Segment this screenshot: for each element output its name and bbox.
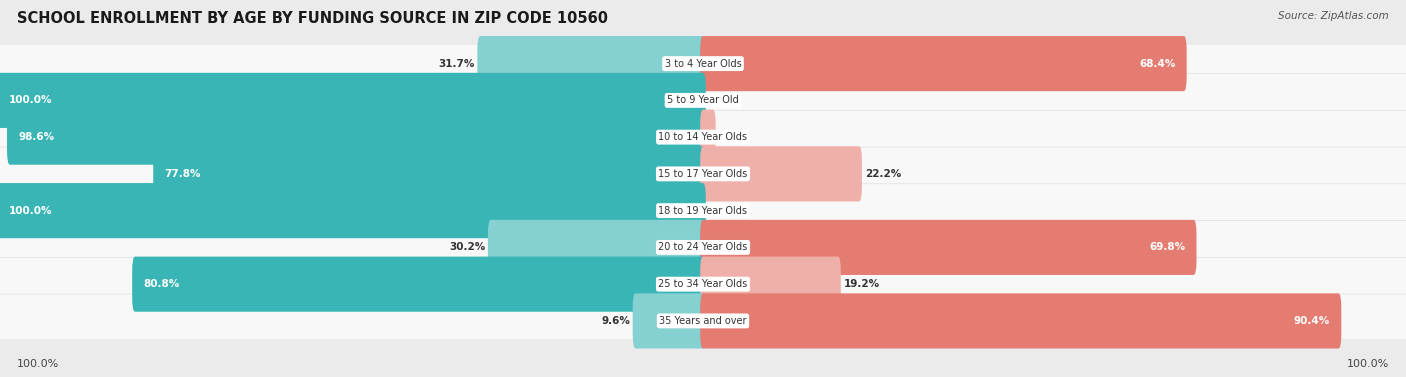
FancyBboxPatch shape	[478, 36, 706, 91]
Text: 9.6%: 9.6%	[600, 316, 630, 326]
Text: 35 Years and over: 35 Years and over	[659, 316, 747, 326]
FancyBboxPatch shape	[0, 257, 1406, 311]
Text: 5 to 9 Year Old: 5 to 9 Year Old	[666, 95, 740, 106]
FancyBboxPatch shape	[0, 147, 1406, 201]
Text: 30.2%: 30.2%	[449, 242, 485, 253]
Legend: Public School, Private School: Public School, Private School	[586, 375, 820, 377]
FancyBboxPatch shape	[700, 146, 862, 201]
Text: 22.2%: 22.2%	[865, 169, 901, 179]
FancyBboxPatch shape	[0, 110, 1406, 164]
Text: 80.8%: 80.8%	[143, 279, 180, 289]
FancyBboxPatch shape	[488, 220, 706, 275]
Text: 90.4%: 90.4%	[1294, 316, 1330, 326]
FancyBboxPatch shape	[7, 110, 706, 165]
Text: 10 to 14 Year Olds: 10 to 14 Year Olds	[658, 132, 748, 142]
FancyBboxPatch shape	[700, 110, 716, 165]
FancyBboxPatch shape	[700, 36, 1187, 91]
FancyBboxPatch shape	[0, 294, 1406, 348]
FancyBboxPatch shape	[633, 293, 706, 348]
Text: 100.0%: 100.0%	[8, 205, 52, 216]
Text: 25 to 34 Year Olds: 25 to 34 Year Olds	[658, 279, 748, 289]
Text: 100.0%: 100.0%	[8, 95, 52, 106]
FancyBboxPatch shape	[0, 221, 1406, 274]
Text: 98.6%: 98.6%	[18, 132, 55, 142]
Text: 100.0%: 100.0%	[1347, 359, 1389, 369]
Text: 68.4%: 68.4%	[1139, 58, 1175, 69]
Text: 77.8%: 77.8%	[165, 169, 201, 179]
FancyBboxPatch shape	[700, 257, 841, 312]
Text: 20 to 24 Year Olds: 20 to 24 Year Olds	[658, 242, 748, 253]
FancyBboxPatch shape	[0, 37, 1406, 90]
FancyBboxPatch shape	[700, 220, 1197, 275]
Text: 31.7%: 31.7%	[439, 58, 475, 69]
FancyBboxPatch shape	[0, 183, 706, 238]
FancyBboxPatch shape	[700, 293, 1341, 348]
Text: 100.0%: 100.0%	[17, 359, 59, 369]
Text: 15 to 17 Year Olds: 15 to 17 Year Olds	[658, 169, 748, 179]
Text: 19.2%: 19.2%	[844, 279, 880, 289]
FancyBboxPatch shape	[153, 146, 706, 201]
Text: 1.4%: 1.4%	[718, 132, 748, 142]
FancyBboxPatch shape	[0, 74, 1406, 127]
FancyBboxPatch shape	[132, 257, 706, 312]
Text: 69.8%: 69.8%	[1149, 242, 1185, 253]
Text: 18 to 19 Year Olds: 18 to 19 Year Olds	[658, 205, 748, 216]
FancyBboxPatch shape	[0, 73, 706, 128]
Text: 3 to 4 Year Olds: 3 to 4 Year Olds	[665, 58, 741, 69]
Text: SCHOOL ENROLLMENT BY AGE BY FUNDING SOURCE IN ZIP CODE 10560: SCHOOL ENROLLMENT BY AGE BY FUNDING SOUR…	[17, 11, 607, 26]
Text: Source: ZipAtlas.com: Source: ZipAtlas.com	[1278, 11, 1389, 21]
FancyBboxPatch shape	[0, 184, 1406, 238]
